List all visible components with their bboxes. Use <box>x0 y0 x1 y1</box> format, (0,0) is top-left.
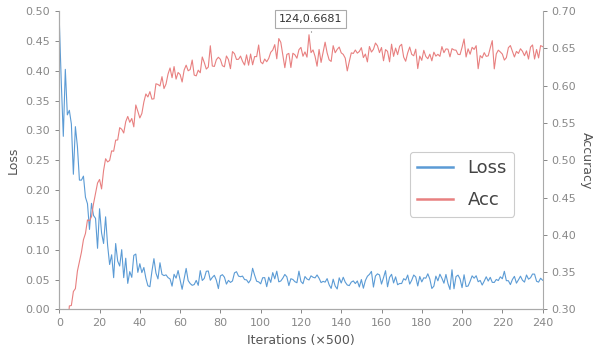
Legend: Loss, Acc: Loss, Acc <box>410 152 514 217</box>
Y-axis label: Loss: Loss <box>7 147 20 174</box>
X-axis label: Iterations (×500): Iterations (×500) <box>247 334 355 347</box>
Y-axis label: Accuracy: Accuracy <box>580 132 593 189</box>
Text: 124,0.6681: 124,0.6681 <box>279 14 342 33</box>
